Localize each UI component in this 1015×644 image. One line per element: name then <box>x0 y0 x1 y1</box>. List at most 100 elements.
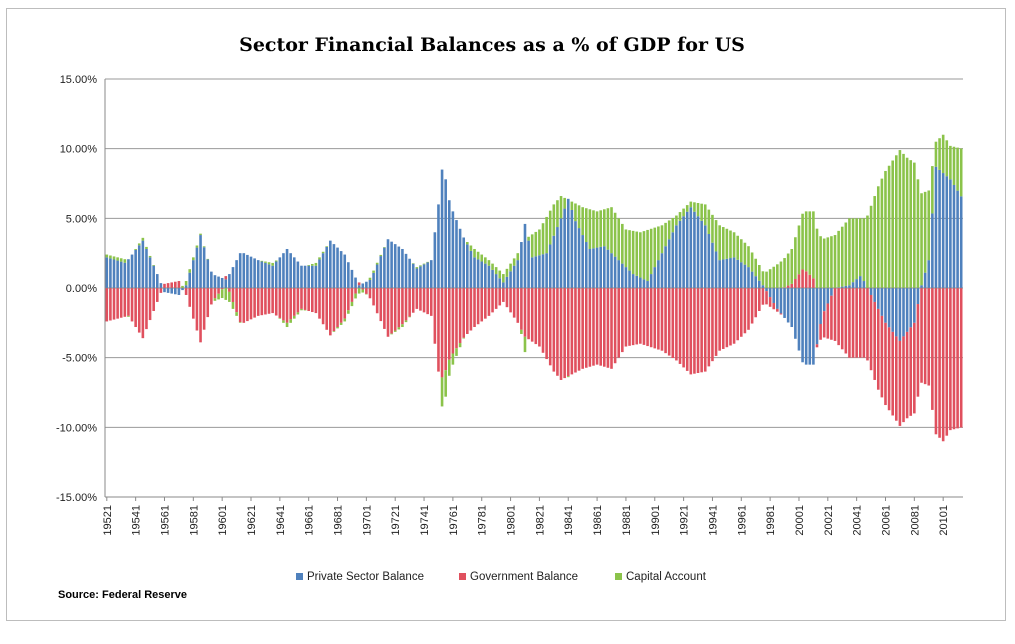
bar-government <box>476 288 480 325</box>
bar-capital-account <box>761 271 765 286</box>
bar-private-sector <box>639 277 642 288</box>
bar-private-sector <box>732 257 736 288</box>
bar-government <box>721 288 725 349</box>
bar-government <box>909 327 913 416</box>
bar-private-sector <box>329 240 332 288</box>
bar-government <box>739 288 743 337</box>
bar-private-sector <box>671 232 675 288</box>
bar-capital-account <box>505 268 509 277</box>
bar-capital-account <box>790 248 794 284</box>
bar-capital-account <box>502 274 505 283</box>
x-axis: 19521 19541 19561 19581 19601 19621 19641 19661… <box>102 287 963 536</box>
bar-government <box>812 278 815 288</box>
bar-government <box>105 288 109 322</box>
bar-capital-account <box>310 263 314 266</box>
bar-capital-account <box>866 215 869 288</box>
bar-private-sector <box>826 288 830 304</box>
bar-government <box>509 288 512 313</box>
bar-government <box>336 288 339 328</box>
bar-private-sector <box>595 247 599 288</box>
bar-government <box>617 288 621 358</box>
bar-private-sector <box>711 242 714 288</box>
bar-private-sector <box>941 173 945 288</box>
bar-capital-account <box>559 196 563 219</box>
bar-government <box>408 288 411 317</box>
bar-capital-account <box>494 267 498 275</box>
bar-government <box>498 288 502 306</box>
bar-government <box>256 288 260 316</box>
bar-private-sector <box>458 228 462 288</box>
bar-government <box>736 288 739 341</box>
bar-capital-account <box>152 265 155 266</box>
bar-capital-account <box>729 230 732 259</box>
bar-government <box>155 288 159 302</box>
bar-private-sector <box>584 242 588 288</box>
bar-government <box>415 288 419 309</box>
bar-government <box>228 288 231 292</box>
bar-government <box>350 288 354 302</box>
bar-government <box>469 288 473 331</box>
bar-capital-account <box>509 263 512 272</box>
bar-government <box>898 340 902 426</box>
bar-capital-account <box>357 288 361 294</box>
bar-capital-account <box>941 134 945 174</box>
bar-private-sector <box>487 265 491 288</box>
bar-capital-account <box>217 293 220 300</box>
bar-capital-account <box>938 138 941 170</box>
x-tick-label: 19761 <box>448 505 460 536</box>
bar-capital-account <box>473 248 476 258</box>
bar-private-sector <box>264 262 267 288</box>
bar-government <box>538 288 541 347</box>
bar-private-sector <box>624 267 628 288</box>
bar-private-sector <box>812 288 815 365</box>
bar-private-sector <box>876 288 880 309</box>
bar-government <box>462 288 465 338</box>
bar-government <box>671 288 675 359</box>
x-tick-label: 19981 <box>765 505 777 536</box>
bar-private-sector <box>188 272 192 288</box>
bar-government <box>761 288 765 305</box>
bar-capital-account <box>840 226 844 287</box>
bar-capital-account <box>689 201 693 208</box>
bar-private-sector <box>372 272 375 288</box>
legend-swatch-capital <box>615 573 622 580</box>
bar-capital-account <box>292 315 296 319</box>
bar-capital-account <box>822 238 826 288</box>
bar-capital-account <box>844 222 848 286</box>
bar-government <box>786 285 790 288</box>
bar-government <box>296 288 300 313</box>
bar-government <box>822 311 826 338</box>
bar-private-sector <box>927 260 931 288</box>
bar-government <box>289 288 292 320</box>
bar-government <box>199 288 202 343</box>
bar-private-sector <box>815 288 819 345</box>
bar-private-sector <box>657 260 660 288</box>
bar-government <box>372 288 375 306</box>
bar-private-sector <box>224 279 228 288</box>
bar-capital-account <box>750 252 754 272</box>
bar-capital-account <box>206 258 210 260</box>
bar-capital-account <box>134 248 137 250</box>
bar-capital-account <box>880 178 884 288</box>
bar-government <box>134 288 137 328</box>
bar-government <box>664 288 667 354</box>
bar-private-sector <box>862 281 866 288</box>
bar-private-sector <box>339 251 343 288</box>
bar-private-sector <box>383 247 386 288</box>
bar-private-sector <box>819 288 822 324</box>
bar-government <box>383 288 386 329</box>
y-tick-label: 0.00% <box>66 283 97 295</box>
bar-private-sector <box>577 228 581 288</box>
bar-capital-account <box>116 257 119 261</box>
x-tick-label: 19581 <box>188 505 200 536</box>
bar-private-sector <box>429 260 433 288</box>
bar-capital-account <box>862 218 866 282</box>
x-tick-label: 19961 <box>736 505 748 536</box>
bar-private-sector <box>271 265 274 288</box>
bar-capital-account <box>285 322 289 328</box>
bar-private-sector <box>296 261 300 288</box>
bar-capital-account <box>779 261 783 288</box>
bar-government <box>923 288 927 385</box>
x-tick-label: 19701 <box>361 505 373 536</box>
bar-capital-account <box>404 320 408 323</box>
